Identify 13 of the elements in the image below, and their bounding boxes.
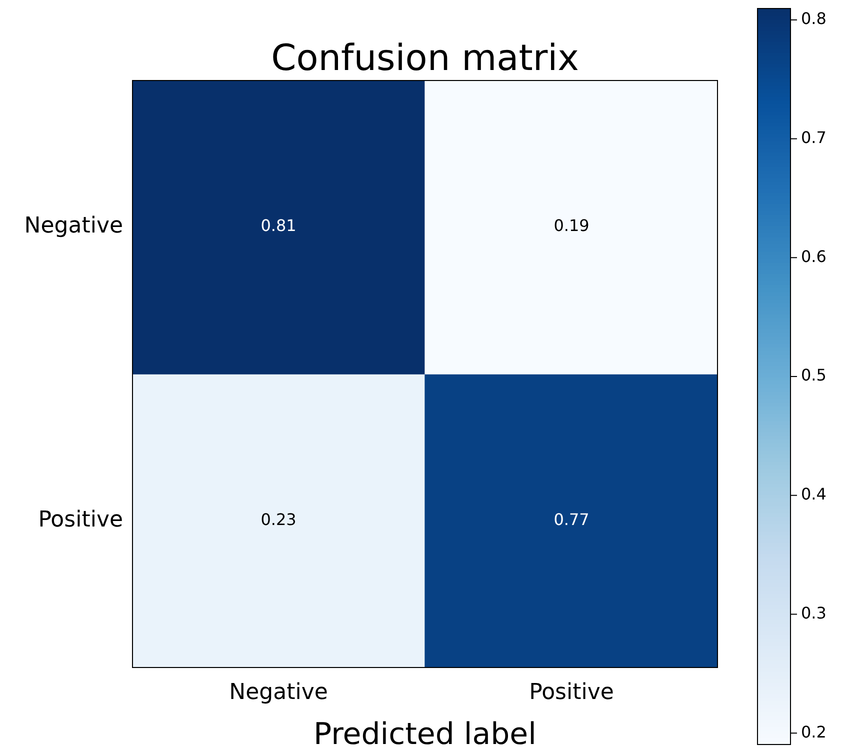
chart-title: Confusion matrix bbox=[271, 38, 579, 79]
color-bar-label: 0.6 bbox=[801, 246, 826, 266]
data-label: 0.23 bbox=[260, 510, 296, 530]
data-label: 0.19 bbox=[554, 216, 590, 236]
x-axis-title: Predicted label bbox=[314, 716, 536, 752]
color-bar-label: 0.5 bbox=[801, 366, 826, 385]
data-label: 0.81 bbox=[260, 216, 296, 236]
data-label: 0.77 bbox=[554, 510, 590, 530]
color-bar-label: 0.8 bbox=[801, 9, 826, 28]
color-bar-label: 0.2 bbox=[801, 722, 826, 742]
color-bar-label: 0.4 bbox=[801, 484, 826, 504]
color-bar-label: 0.3 bbox=[801, 603, 826, 622]
color-bar-label: 0.7 bbox=[801, 128, 826, 147]
